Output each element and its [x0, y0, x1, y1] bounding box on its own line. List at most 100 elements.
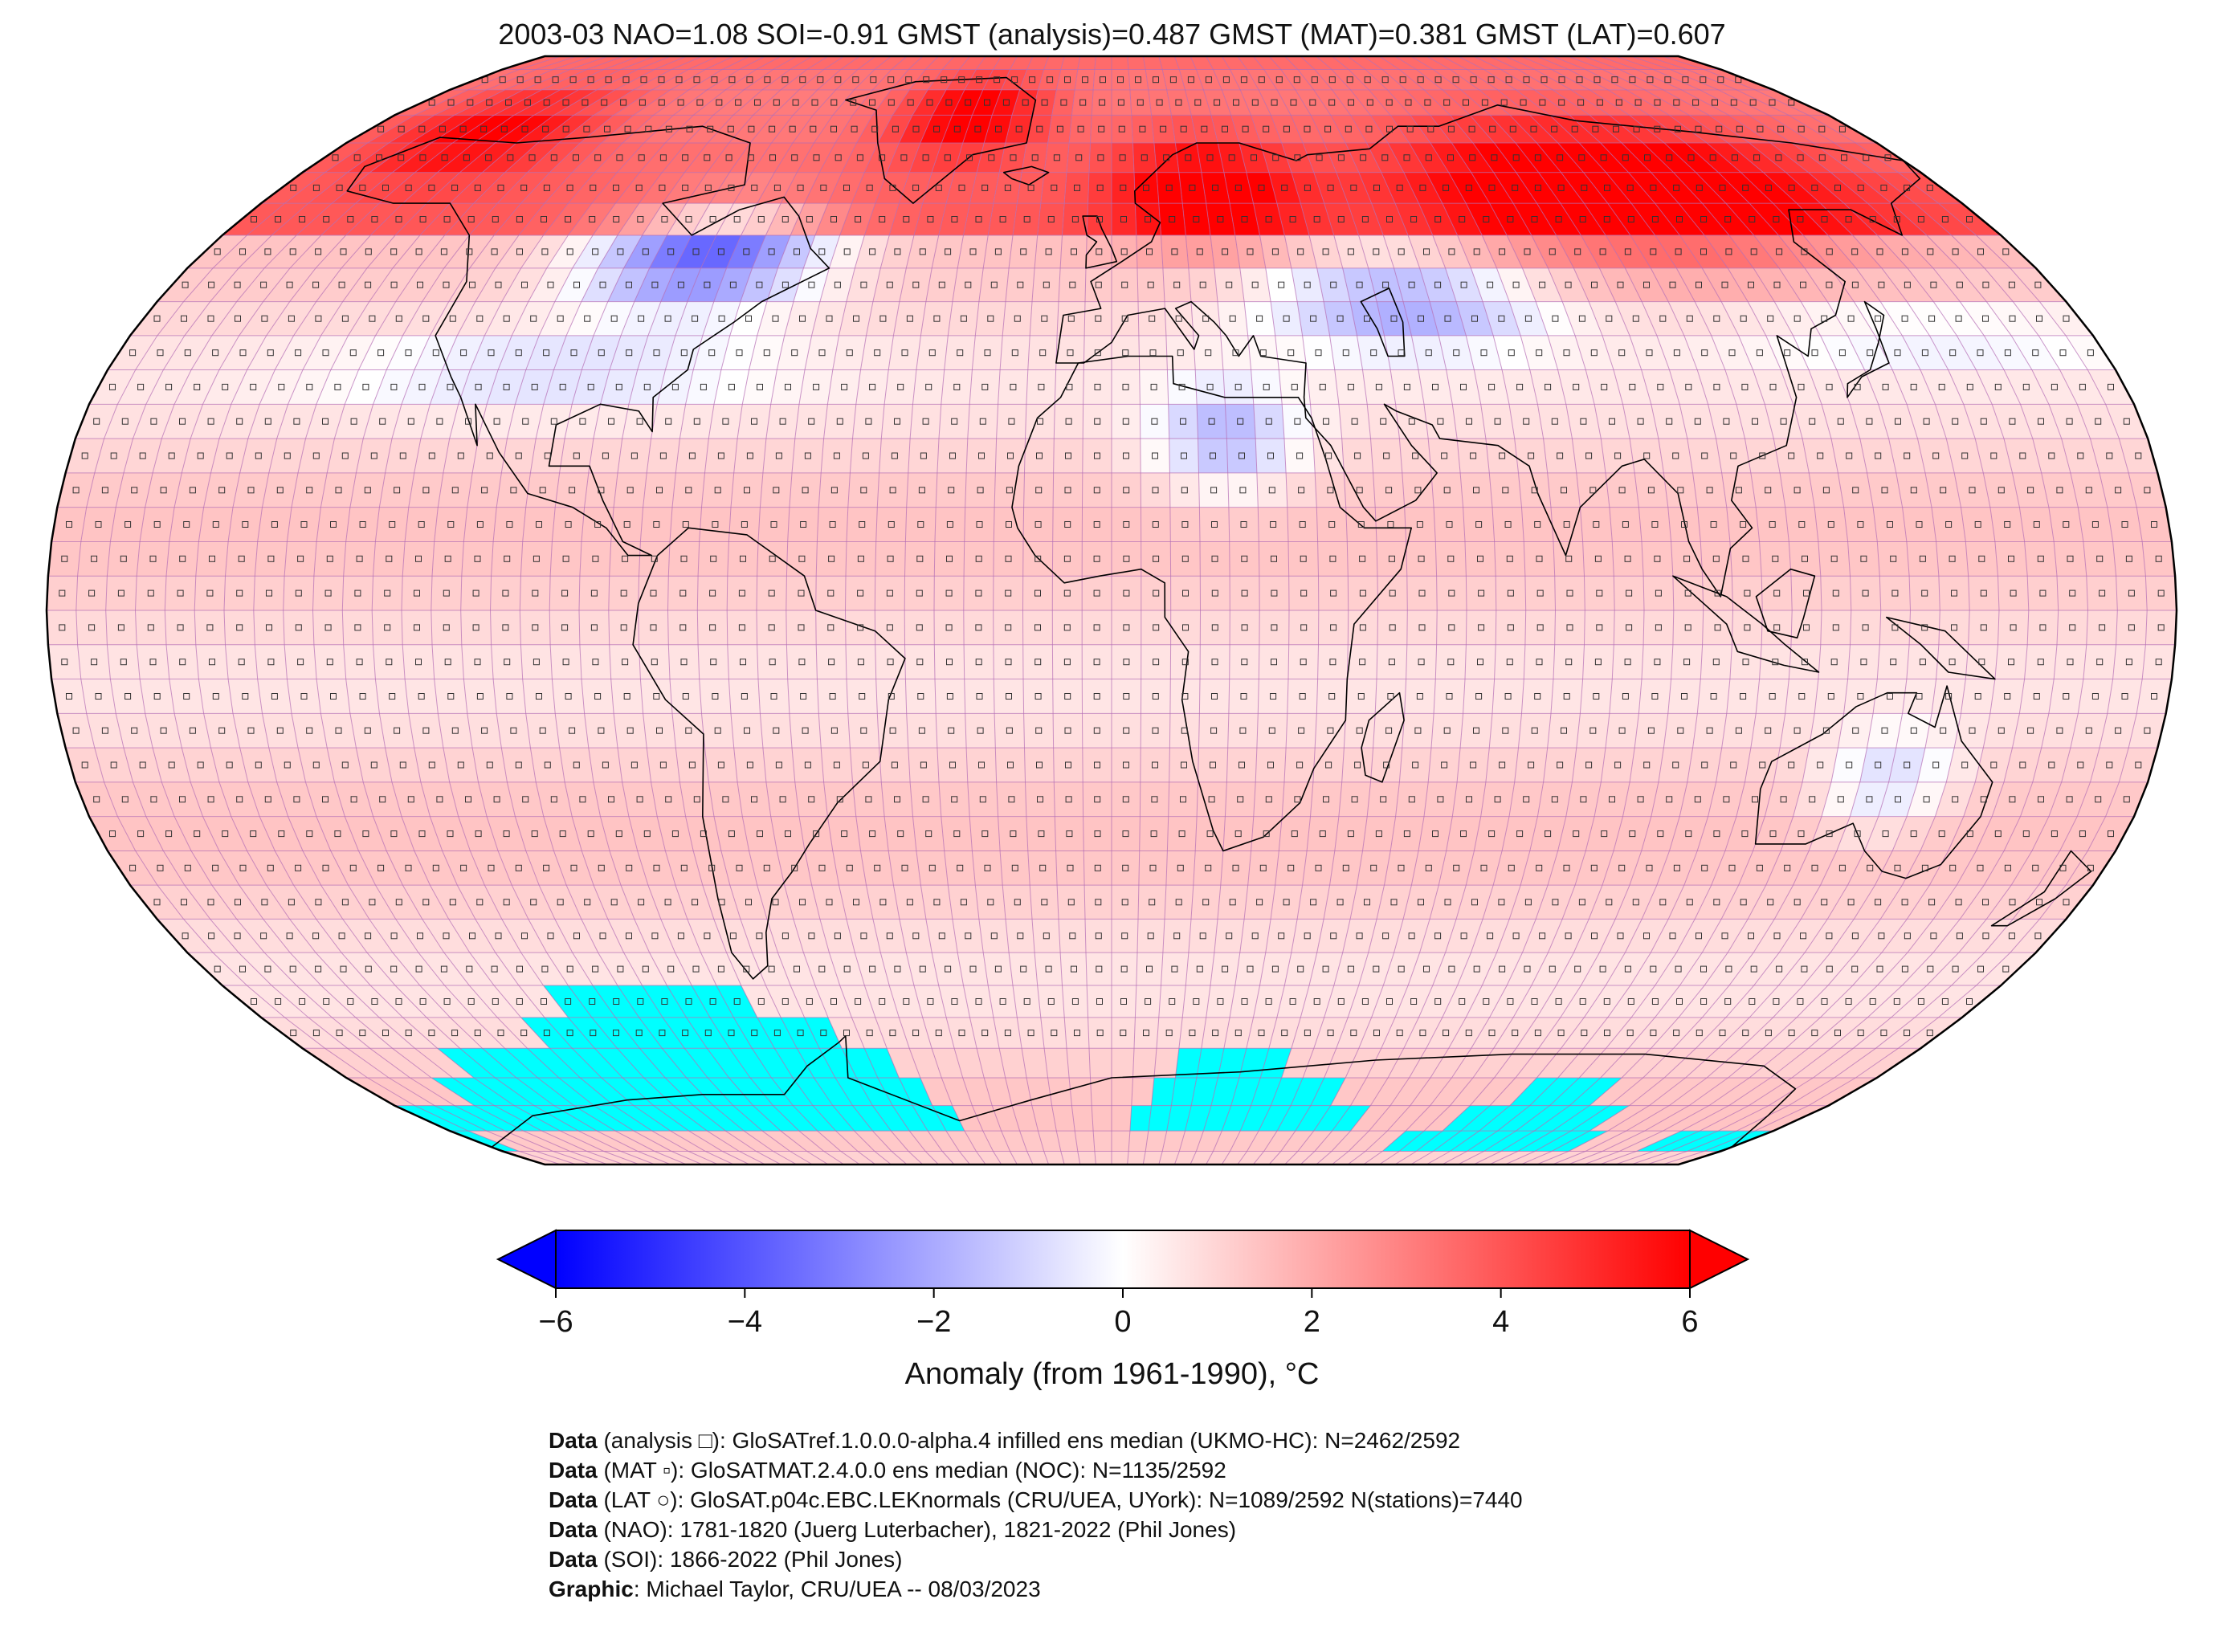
analysis-marker	[1418, 589, 1426, 597]
anomaly-cell	[1702, 267, 1749, 302]
analysis-marker	[1502, 487, 1509, 494]
anomaly-cell	[1756, 507, 1789, 542]
analysis-marker	[1767, 315, 1774, 322]
anomaly-cell	[1244, 301, 1275, 336]
analysis-marker	[746, 452, 753, 459]
anomaly-cell	[1024, 748, 1055, 782]
anomaly-cell	[1023, 507, 1054, 542]
analysis-marker	[2009, 796, 2016, 803]
anomaly-cell	[414, 1048, 474, 1078]
anomaly-cell	[395, 203, 451, 235]
graticule-line	[1284, 56, 1438, 1165]
anomaly-cell	[1489, 985, 1532, 1018]
missing-cell	[753, 1105, 799, 1132]
anomaly-cell	[1843, 985, 1903, 1018]
analysis-marker	[1769, 830, 1777, 838]
analysis-marker	[744, 487, 750, 494]
anomaly-cell	[784, 885, 820, 920]
analysis-marker	[1604, 1030, 1610, 1037]
anomaly-cell	[781, 69, 824, 90]
anomaly-cell	[1915, 203, 1977, 235]
analysis-marker	[1017, 281, 1024, 288]
analysis-marker	[635, 1030, 643, 1037]
anomaly-cell	[1025, 404, 1055, 439]
analysis-marker	[1145, 216, 1152, 222]
analysis-marker	[1347, 830, 1354, 838]
analysis-marker	[1866, 418, 1873, 425]
anomaly-cell	[1875, 172, 1939, 204]
analysis-marker	[332, 154, 339, 161]
analysis-marker	[1622, 693, 1629, 700]
analysis-marker	[1146, 965, 1153, 973]
analysis-marker	[897, 830, 904, 838]
anomaly-cell	[2027, 576, 2059, 610]
analysis-marker	[1475, 693, 1483, 700]
anomaly-cell	[1569, 69, 1626, 90]
analysis-marker	[1069, 281, 1076, 288]
analysis-marker	[1803, 589, 1810, 597]
analysis-marker	[1095, 315, 1102, 322]
anomaly-cell	[1594, 781, 1630, 817]
anomaly-cell	[1112, 69, 1130, 90]
analysis-marker	[635, 184, 643, 191]
anomaly-cell	[688, 1151, 734, 1165]
analysis-marker	[1869, 216, 1876, 222]
analysis-marker	[1701, 349, 1708, 357]
missing-cell	[434, 1105, 505, 1132]
continent-outlines	[346, 76, 2092, 1165]
analysis-marker	[1862, 589, 1869, 597]
anomaly-cell	[1780, 472, 1815, 508]
analysis-marker	[486, 761, 493, 769]
anomaly-cell	[1141, 541, 1171, 577]
analysis-marker	[830, 727, 838, 734]
anomaly-cell	[1140, 781, 1169, 817]
anomaly-cell	[133, 404, 175, 439]
anomaly-cell	[663, 172, 708, 204]
analysis-marker	[1626, 1030, 1634, 1037]
anomaly-cell	[504, 143, 559, 173]
analysis-marker	[341, 315, 349, 322]
analysis-marker	[1487, 932, 1494, 940]
anomaly-cell	[1585, 816, 1623, 851]
analysis-marker	[894, 248, 901, 255]
analysis-marker	[419, 216, 426, 222]
anomaly-cell	[1143, 56, 1163, 70]
anomaly-cell	[528, 919, 573, 953]
anomaly-cell	[484, 885, 528, 920]
anomaly-cell	[1655, 203, 1705, 235]
missing-cell	[932, 1105, 965, 1132]
anomaly-cell	[1548, 267, 1589, 302]
analysis-marker	[349, 349, 357, 357]
missing-cell	[459, 1048, 516, 1078]
anomaly-cell	[787, 679, 819, 714]
anomaly-cell	[1847, 644, 1880, 679]
anomaly-cell	[355, 1017, 415, 1049]
anomaly-cell	[675, 235, 716, 268]
anomaly-cell	[1384, 850, 1418, 886]
graticule-line	[1568, 56, 1970, 1165]
missing-cell	[1479, 1105, 1530, 1132]
missing-cell	[686, 1078, 733, 1106]
analysis-marker	[1175, 899, 1182, 906]
analysis-marker	[1459, 998, 1466, 1005]
anomaly-cell	[1314, 1131, 1351, 1152]
analysis-marker	[1744, 624, 1751, 631]
anomaly-cell	[879, 438, 911, 473]
anomaly-cell	[522, 679, 556, 714]
analysis-marker	[1701, 761, 1708, 769]
analysis-marker	[1875, 761, 1882, 769]
anomaly-cell	[840, 1151, 875, 1165]
analysis-marker	[1736, 125, 1743, 133]
anomaly-cell	[1936, 644, 1969, 679]
analysis-marker	[897, 383, 904, 390]
anomaly-cell	[1358, 952, 1394, 986]
anomaly-cell	[765, 404, 799, 439]
analysis-marker	[1117, 76, 1124, 84]
analysis-marker	[1618, 487, 1626, 494]
analysis-marker	[661, 216, 668, 222]
graticule-line	[1022, 56, 1065, 1165]
analysis-marker	[1716, 125, 1723, 133]
anomaly-cell	[1211, 115, 1239, 143]
analysis-marker	[1396, 1030, 1403, 1037]
analysis-marker	[1617, 281, 1624, 288]
